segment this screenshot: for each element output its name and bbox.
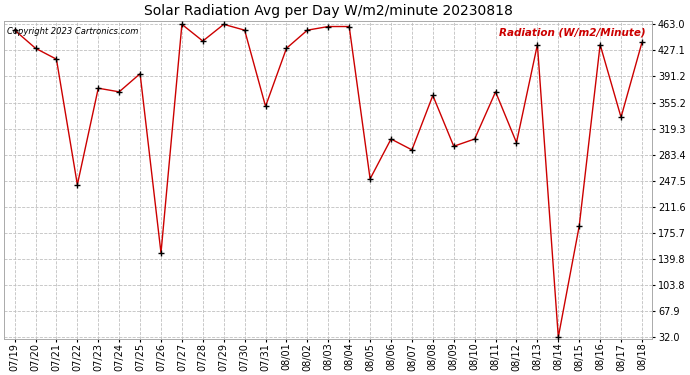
Text: Copyright 2023 Cartronics.com: Copyright 2023 Cartronics.com	[8, 27, 139, 36]
Title: Solar Radiation Avg per Day W/m2/minute 20230818: Solar Radiation Avg per Day W/m2/minute …	[144, 4, 513, 18]
Text: Radiation (W/m2/Minute): Radiation (W/m2/Minute)	[500, 27, 646, 37]
